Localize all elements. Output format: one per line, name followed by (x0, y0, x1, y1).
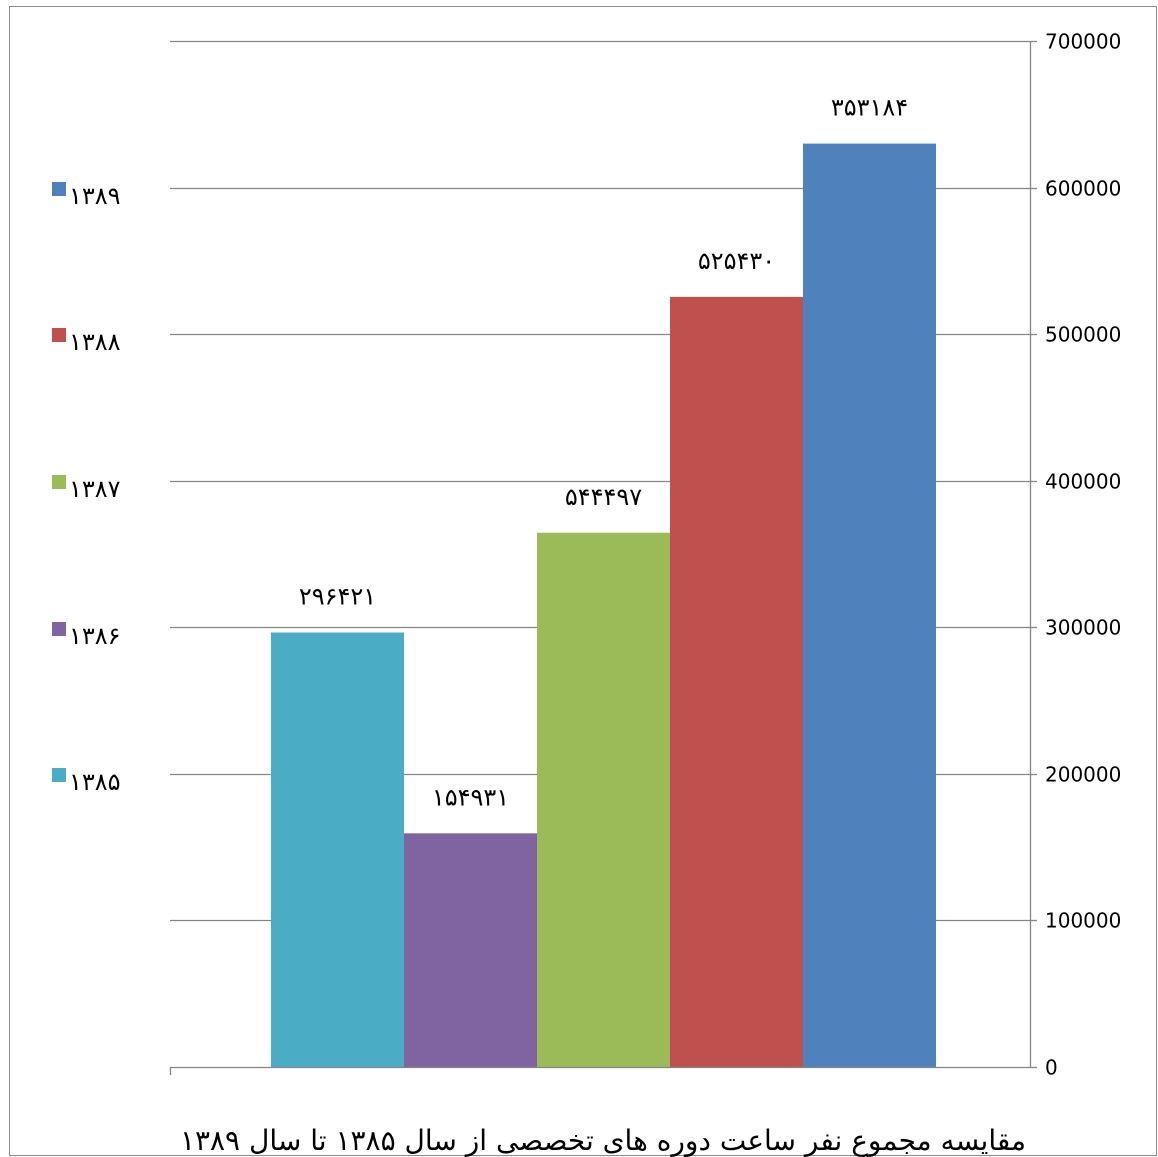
bar-۱۳۸۵ (271, 632, 404, 1067)
legend-label: ۱۳۸۸ (69, 328, 121, 356)
y-tick-label: 700000 (1045, 30, 1121, 54)
legend-item: ۱۳۸۷ (52, 475, 121, 503)
axes: 0 100000 200000 300000 400000 500000 600000 700… (169, 30, 1121, 1080)
legend-label: ۱۳۸۵ (69, 768, 121, 796)
legend-swatch (52, 182, 66, 196)
legend-label: ۱۳۸۷ (69, 475, 121, 503)
data-labels: ۲۹۶۴۲۱ ۱۵۴۹۳۱ ۵۴۴۴۹۷ ۵۲۵۴۳۰ ۳۵۳۱۸۴ (299, 94, 908, 812)
legend-swatch (52, 622, 66, 636)
legend-item: ۱۳۸۶ (52, 622, 121, 650)
data-label: ۳۵۳۱۸۴ (831, 94, 908, 122)
legend-item: ۱۳۸۸ (52, 328, 121, 356)
y-tick-label: 600000 (1045, 177, 1121, 201)
legend-swatch (52, 328, 66, 342)
legend-item: ۱۳۸۹ (52, 182, 121, 210)
y-tick-label: 100000 (1045, 909, 1121, 933)
legend: ۱۳۸۹ ۱۳۸۸ ۱۳۸۷ ۱۳۸۶ ۱۳۸۵ (52, 182, 121, 796)
y-tick-label: 400000 (1045, 470, 1121, 494)
bar-۱۳۸۹ (803, 143, 936, 1068)
data-label: ۱۵۴۹۳۱ (432, 783, 509, 811)
legend-swatch (52, 475, 66, 489)
y-tick-label: 500000 (1045, 323, 1121, 347)
y-tick-label: 0 (1045, 1056, 1058, 1080)
legend-item: ۱۳۸۵ (52, 768, 121, 796)
bars (271, 143, 936, 1068)
chart-title: مقایسه مجموع نفر ساعت دوره های تخصصی از … (180, 1124, 1026, 1157)
y-tick-label: 200000 (1045, 763, 1121, 787)
bar-۱۳۸۶ (404, 833, 537, 1067)
legend-swatch (52, 768, 66, 782)
data-label: ۵۲۵۴۳۰ (698, 247, 775, 275)
data-label: ۵۴۴۴۹۷ (565, 483, 642, 511)
legend-label: ۱۳۸۹ (69, 182, 121, 210)
bar-۱۳۸۸ (670, 296, 803, 1067)
bar-۱۳۸۷ (537, 532, 670, 1067)
y-tick-label: 300000 (1045, 616, 1121, 640)
legend-label: ۱۳۸۶ (69, 622, 121, 650)
data-label: ۲۹۶۴۲۱ (299, 583, 376, 611)
